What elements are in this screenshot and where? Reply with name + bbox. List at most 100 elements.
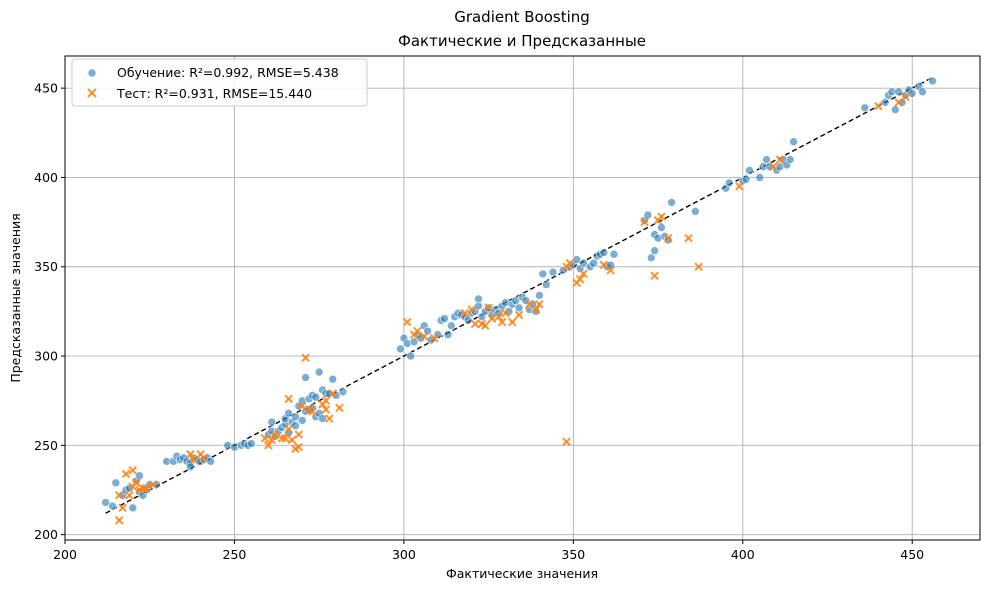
test-point <box>501 308 510 318</box>
test-point <box>524 299 534 309</box>
chart-subtitle: Фактические и Предсказанные <box>398 32 646 50</box>
train-point <box>396 344 405 354</box>
train-point <box>789 137 798 147</box>
legend-box <box>71 58 368 107</box>
test-point <box>430 333 439 343</box>
test-point <box>663 233 673 243</box>
train-point <box>474 294 483 304</box>
train-point <box>643 210 653 220</box>
test-point <box>735 182 744 191</box>
train-point <box>755 173 765 182</box>
train-point <box>447 321 456 330</box>
test-point <box>640 217 649 227</box>
train-point <box>186 462 195 472</box>
test-point <box>535 299 544 309</box>
train-point <box>657 223 666 232</box>
legend-test-marker <box>87 88 97 98</box>
test-point <box>480 321 490 330</box>
test-point <box>508 317 517 327</box>
test-point <box>579 269 588 279</box>
test-point <box>484 303 493 313</box>
test-point <box>280 433 290 443</box>
train-point <box>890 105 900 114</box>
test-point <box>494 312 504 322</box>
test-point <box>301 353 310 363</box>
test-point <box>460 308 470 318</box>
train-point <box>541 280 551 289</box>
train-point <box>609 249 619 259</box>
test-point <box>335 403 344 413</box>
chart-title: Gradient Boosting <box>454 8 590 26</box>
train-point <box>880 98 890 107</box>
test-point <box>294 442 304 452</box>
train-point <box>463 316 473 325</box>
train-point <box>423 326 432 336</box>
test-point <box>402 317 412 327</box>
train-point <box>291 412 300 422</box>
test-point <box>114 516 124 525</box>
train-point <box>284 408 293 418</box>
train-point <box>135 471 144 481</box>
y-tick-label: 200 <box>34 527 58 542</box>
test-point <box>575 274 585 284</box>
test-point <box>894 98 903 107</box>
y-tick-label: 350 <box>34 259 58 274</box>
test-point <box>308 407 317 416</box>
train-point <box>667 198 676 207</box>
test-point <box>321 405 331 414</box>
test-point <box>128 466 138 475</box>
train-point <box>111 478 121 488</box>
train-point <box>301 373 310 382</box>
test-point <box>694 262 704 272</box>
test-point <box>565 258 575 268</box>
test-point <box>562 437 571 447</box>
train-point <box>440 314 449 323</box>
train-point <box>328 374 338 384</box>
legend-train-label: Обучение: R²=0.992, RMSE=5.438 <box>117 65 339 80</box>
test-point <box>189 455 199 464</box>
train-point <box>406 351 415 361</box>
train-point <box>474 301 483 311</box>
test-point <box>125 491 134 500</box>
train-point <box>291 421 300 430</box>
test-point <box>531 305 541 314</box>
legend-test-label: Тест: R²=0.931, RMSE=15.440 <box>116 86 312 101</box>
test-point <box>497 317 507 327</box>
train-point <box>443 330 453 339</box>
train-point <box>314 367 324 377</box>
train-point <box>535 291 544 300</box>
test-point <box>657 212 666 222</box>
test-point <box>186 449 195 459</box>
test-point <box>487 314 497 323</box>
train-point <box>409 337 419 347</box>
test-point <box>118 503 127 513</box>
train-point <box>724 178 734 188</box>
train-point <box>599 248 609 257</box>
plot-frame <box>64 55 981 541</box>
test-point <box>264 441 273 450</box>
train-point <box>311 392 321 402</box>
test-point <box>284 424 293 434</box>
test-point <box>199 453 209 463</box>
test-point <box>121 469 131 479</box>
train-point <box>646 253 656 263</box>
x-tick-label: 300 <box>392 547 416 562</box>
train-point <box>128 503 138 513</box>
test-point <box>297 401 307 411</box>
train-point <box>860 103 870 113</box>
y-tick-label: 400 <box>34 170 58 185</box>
test-point <box>148 480 158 489</box>
x-axis-label: Фактические значения <box>446 566 598 581</box>
test-point <box>142 483 151 493</box>
test-point <box>267 435 277 445</box>
train-point <box>108 501 117 511</box>
train-point <box>318 414 327 423</box>
test-point <box>768 162 778 172</box>
test-point <box>325 414 334 423</box>
y-tick-label: 250 <box>34 438 58 453</box>
test-point <box>514 310 524 320</box>
test-point <box>270 430 280 439</box>
train-point <box>907 89 917 98</box>
train-point <box>762 155 771 164</box>
